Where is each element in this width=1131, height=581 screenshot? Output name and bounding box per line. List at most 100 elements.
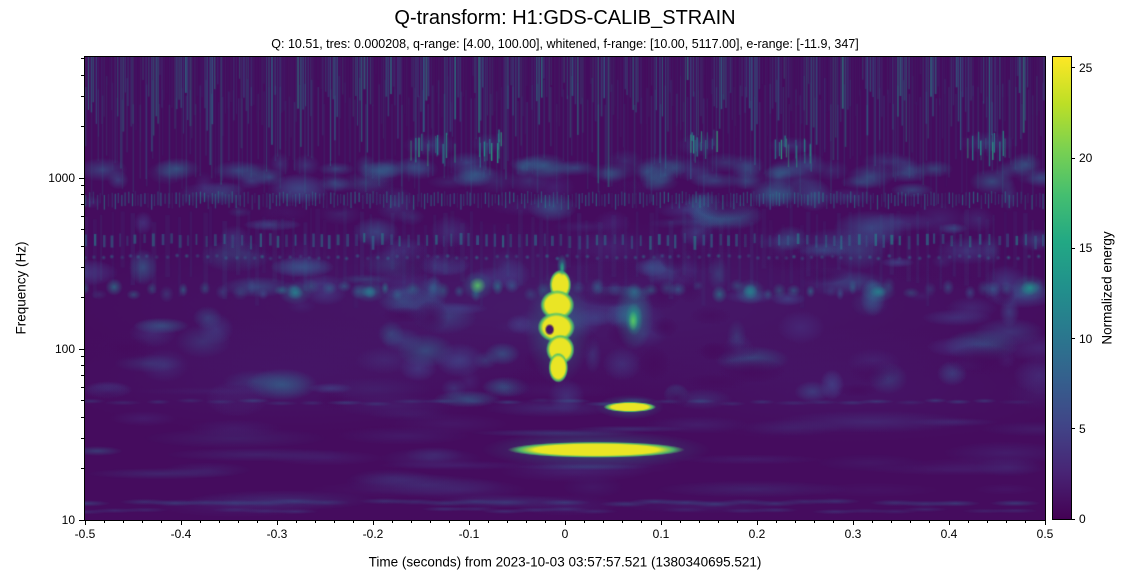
x-tick bbox=[372, 521, 374, 525]
y-tick-label: 1000 bbox=[48, 171, 75, 186]
colorbar-tick-label: 0 bbox=[1079, 512, 1086, 526]
x-minor-tick bbox=[487, 521, 489, 523]
x-minor-tick bbox=[238, 521, 240, 523]
x-minor-tick bbox=[698, 521, 700, 523]
y-minor-tick bbox=[81, 185, 84, 187]
y-minor-tick bbox=[81, 194, 84, 196]
spectrogram-canvas bbox=[85, 57, 1045, 520]
x-minor-tick bbox=[103, 521, 105, 523]
x-tick-label: 0.3 bbox=[844, 527, 862, 541]
y-minor-tick bbox=[81, 356, 84, 358]
x-minor-tick bbox=[794, 521, 796, 523]
x-minor-tick bbox=[142, 521, 144, 523]
x-tick-label: -0.1 bbox=[458, 527, 480, 541]
y-minor-tick bbox=[81, 375, 84, 377]
x-tick bbox=[180, 521, 182, 525]
x-tick bbox=[852, 521, 854, 525]
colorbar-tick-label: 10 bbox=[1079, 331, 1093, 346]
y-minor-tick bbox=[81, 365, 84, 367]
x-tick bbox=[756, 521, 758, 525]
colorbar-tick bbox=[1071, 428, 1075, 430]
x-tick-label: 0.4 bbox=[940, 527, 958, 541]
x-minor-tick bbox=[199, 521, 201, 523]
y-minor-tick bbox=[81, 229, 84, 231]
figure-title: Q-transform: H1:GDS-CALIB_STRAIN bbox=[394, 7, 736, 29]
colorbar-tick bbox=[1071, 247, 1075, 249]
x-tick-label: -0.4 bbox=[170, 527, 192, 541]
x-minor-tick bbox=[718, 521, 720, 523]
x-minor-tick bbox=[641, 521, 643, 523]
y-minor-tick bbox=[81, 215, 84, 217]
x-minor-tick bbox=[526, 521, 528, 523]
y-minor-tick bbox=[81, 126, 84, 128]
y-tick bbox=[79, 519, 84, 521]
x-minor-tick bbox=[814, 521, 816, 523]
x-tick-label: 0.5 bbox=[1036, 527, 1054, 541]
x-tick bbox=[564, 521, 566, 525]
y-minor-tick bbox=[81, 297, 84, 299]
y-minor-tick bbox=[81, 245, 84, 247]
x-minor-tick bbox=[622, 521, 624, 523]
x-tick bbox=[468, 521, 470, 525]
x-minor-tick bbox=[295, 521, 297, 523]
y-minor-tick bbox=[81, 58, 84, 60]
x-minor-tick bbox=[545, 521, 547, 523]
colorbar bbox=[1052, 56, 1072, 520]
x-tick-label: 0.2 bbox=[748, 527, 766, 541]
y-minor-tick bbox=[81, 416, 84, 418]
y-minor-tick bbox=[81, 468, 84, 470]
x-minor-tick bbox=[737, 521, 739, 523]
x-minor-tick bbox=[775, 521, 777, 523]
x-tick bbox=[276, 521, 278, 525]
colorbar-tick-label: 5 bbox=[1079, 421, 1086, 436]
y-tick bbox=[79, 348, 84, 350]
x-minor-tick bbox=[257, 521, 259, 523]
x-minor-tick bbox=[391, 521, 393, 523]
x-minor-tick bbox=[583, 521, 585, 523]
y-tick-label: 10 bbox=[61, 513, 75, 527]
x-minor-tick bbox=[871, 521, 873, 523]
colorbar-tick-label: 15 bbox=[1079, 241, 1093, 256]
y-minor-tick bbox=[81, 96, 84, 98]
y-minor-tick bbox=[81, 400, 84, 402]
x-axis-label: Time (seconds) from 2023-10-03 03:57:57.… bbox=[368, 554, 762, 570]
figure-subtitle: Q: 10.51, tres: 0.000208, q-range: [4.00… bbox=[271, 37, 859, 51]
y-tick bbox=[79, 177, 84, 179]
x-tick-label: 0 bbox=[561, 527, 569, 541]
x-minor-tick bbox=[910, 521, 912, 523]
x-tick bbox=[660, 521, 662, 525]
x-tick-label: -0.2 bbox=[362, 527, 384, 541]
x-minor-tick bbox=[602, 521, 604, 523]
x-minor-tick bbox=[449, 521, 451, 523]
x-minor-tick bbox=[314, 521, 316, 523]
x-minor-tick bbox=[161, 521, 163, 523]
x-tick bbox=[84, 521, 86, 525]
x-minor-tick bbox=[122, 521, 124, 523]
x-minor-tick bbox=[1025, 521, 1027, 523]
y-minor-tick bbox=[81, 437, 84, 439]
y-minor-tick bbox=[81, 267, 84, 269]
x-minor-tick bbox=[890, 521, 892, 523]
x-minor-tick bbox=[1006, 521, 1008, 523]
spectrogram-plot bbox=[84, 56, 1046, 521]
x-tick-label: -0.5 bbox=[74, 527, 96, 541]
x-minor-tick bbox=[430, 521, 432, 523]
x-tick-label: 0.1 bbox=[652, 527, 670, 541]
x-tick-label: -0.3 bbox=[266, 527, 288, 541]
colorbar-tick bbox=[1071, 518, 1075, 520]
y-tick-label: 100 bbox=[54, 342, 75, 357]
colorbar-tick bbox=[1071, 67, 1075, 69]
x-minor-tick bbox=[334, 521, 336, 523]
colorbar-tick bbox=[1071, 157, 1075, 159]
x-minor-tick bbox=[218, 521, 220, 523]
x-minor-tick bbox=[833, 521, 835, 523]
colorbar-tick bbox=[1071, 338, 1075, 340]
y-axis-label: Frequency (Hz) bbox=[13, 241, 29, 335]
y-minor-tick bbox=[81, 74, 84, 76]
x-minor-tick bbox=[679, 521, 681, 523]
x-minor-tick bbox=[506, 521, 508, 523]
y-minor-tick bbox=[81, 204, 84, 206]
x-tick bbox=[948, 521, 950, 525]
x-minor-tick bbox=[353, 521, 355, 523]
